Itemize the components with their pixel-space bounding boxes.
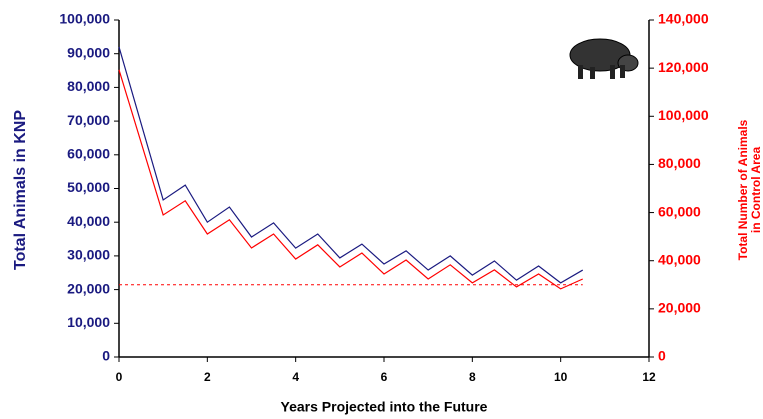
x-tick-label: 8 bbox=[469, 370, 476, 384]
x-tick-label: 10 bbox=[554, 370, 568, 384]
y2-tick-label: 60,000 bbox=[658, 203, 701, 219]
y-tick-label: 40,000 bbox=[67, 213, 110, 229]
x-tick-label: 4 bbox=[292, 370, 299, 384]
y-tick-label: 60,000 bbox=[67, 146, 110, 162]
x-tick-label: 2 bbox=[204, 370, 211, 384]
pig-illustration bbox=[569, 38, 639, 79]
y-tick-label: 70,000 bbox=[67, 112, 110, 128]
y-tick-label: 80,000 bbox=[67, 78, 110, 94]
y-tick-label: 10,000 bbox=[67, 314, 110, 330]
y-tick-label: 30,000 bbox=[67, 247, 110, 263]
y2-tick-label: 80,000 bbox=[658, 155, 701, 171]
x-tick-label: 0 bbox=[116, 370, 123, 384]
y2-axis-title: Total Number of Animals bbox=[736, 119, 750, 260]
y-tick-label: 50,000 bbox=[67, 179, 110, 195]
y-tick-label: 100,000 bbox=[59, 11, 110, 27]
y2-tick-label: 120,000 bbox=[658, 59, 709, 75]
y-tick-label: 90,000 bbox=[67, 44, 110, 60]
x-axis-title: Years Projected into the Future bbox=[281, 399, 488, 415]
series-line bbox=[118, 69, 583, 290]
y2-axis-title: in Control Area bbox=[749, 147, 763, 234]
y-axis-title: Total Animals in KNP bbox=[12, 110, 29, 270]
y2-tick-label: 100,000 bbox=[658, 107, 709, 123]
y-tick-label: 0 bbox=[102, 348, 110, 364]
series-line bbox=[118, 46, 584, 284]
y2-tick-label: 20,000 bbox=[658, 300, 701, 316]
y2-tick-label: 40,000 bbox=[658, 251, 701, 267]
y2-tick-label: 0 bbox=[658, 348, 666, 364]
x-tick-label: 6 bbox=[381, 370, 388, 384]
y-tick-label: 20,000 bbox=[67, 280, 110, 296]
x-tick-label: 12 bbox=[642, 370, 656, 384]
y2-tick-label: 140,000 bbox=[658, 11, 709, 27]
